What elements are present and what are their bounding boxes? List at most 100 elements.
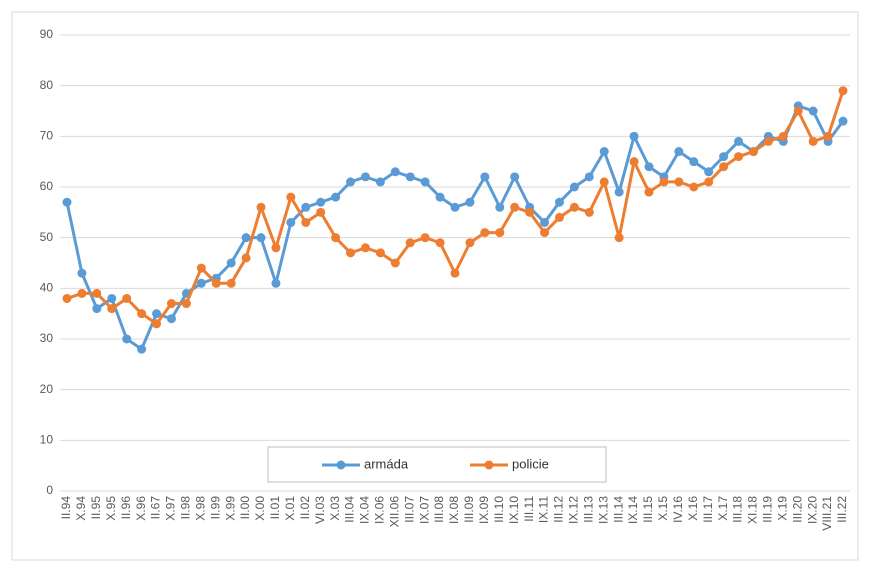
- point: [778, 131, 788, 141]
- point: [241, 253, 251, 263]
- x-tick-label: III.15: [641, 496, 655, 523]
- point: [599, 177, 609, 187]
- y-tick-label: 0: [46, 483, 53, 497]
- point: [525, 207, 535, 217]
- legend-box: [267, 446, 607, 483]
- x-tick-label: III.13: [581, 496, 595, 523]
- x-tick-label: X.99: [223, 496, 237, 521]
- legend-marker: [336, 460, 346, 470]
- x-tick-label: III.09: [462, 496, 476, 523]
- x-tick-label: X.15: [656, 496, 670, 521]
- point: [629, 157, 639, 167]
- point: [77, 268, 87, 278]
- x-tick-label: X.94: [74, 496, 88, 521]
- legend-label: armáda: [364, 456, 409, 471]
- point: [405, 172, 415, 182]
- point: [346, 177, 356, 187]
- point: [420, 233, 430, 243]
- x-tick-label: IX.10: [507, 496, 521, 524]
- y-tick-label: 30: [40, 331, 54, 345]
- point: [301, 217, 311, 227]
- y-tick-label: 70: [40, 129, 54, 143]
- x-tick-label: X.01: [283, 496, 297, 521]
- x-tick-label: IX.13: [596, 496, 610, 524]
- point: [435, 192, 445, 202]
- point: [629, 131, 639, 141]
- x-tick-label: X.16: [686, 496, 700, 521]
- point: [241, 233, 251, 243]
- point: [77, 288, 87, 298]
- point: [375, 177, 385, 187]
- x-tick-label: X.19: [775, 496, 789, 521]
- point: [808, 106, 818, 116]
- x-tick-label: IX.06: [373, 496, 387, 524]
- point: [584, 172, 594, 182]
- point: [316, 197, 326, 207]
- point: [435, 238, 445, 248]
- point: [480, 172, 490, 182]
- point: [226, 258, 236, 268]
- x-tick-label: III.11: [522, 496, 536, 522]
- point: [659, 177, 669, 187]
- x-tick-label: VI.03: [313, 496, 327, 524]
- point: [107, 304, 117, 314]
- point: [286, 217, 296, 227]
- point: [137, 309, 147, 319]
- point: [704, 167, 714, 177]
- x-tick-label: IX.04: [358, 496, 372, 524]
- x-tick-label: VIII.21: [820, 496, 834, 531]
- point: [674, 147, 684, 157]
- point: [166, 299, 176, 309]
- point: [92, 304, 102, 314]
- point: [450, 268, 460, 278]
- x-tick-label: IX.09: [477, 496, 491, 524]
- x-tick-label: IX.14: [626, 496, 640, 524]
- x-tick-label: III.19: [761, 496, 775, 523]
- point: [331, 233, 341, 243]
- point: [748, 147, 758, 157]
- point: [450, 202, 460, 212]
- x-tick-label: III.04: [343, 496, 357, 523]
- x-tick-label: II.98: [179, 496, 193, 520]
- x-tick-label: X.96: [134, 496, 148, 521]
- point: [211, 278, 221, 288]
- x-tick-label: III.10: [492, 496, 506, 523]
- point: [226, 278, 236, 288]
- x-tick-label: II.99: [208, 496, 222, 520]
- x-tick-label: IV.16: [671, 496, 685, 523]
- x-tick-label: III.17: [701, 496, 715, 523]
- x-tick-label: III.20: [790, 496, 804, 523]
- point: [734, 152, 744, 162]
- x-tick-label: III.08: [432, 496, 446, 523]
- y-tick-label: 60: [40, 179, 54, 193]
- point: [360, 243, 370, 253]
- y-tick-label: 10: [40, 433, 54, 447]
- y-tick-label: 50: [40, 230, 54, 244]
- point: [420, 177, 430, 187]
- point: [92, 288, 102, 298]
- x-tick-label: X.00: [253, 496, 267, 521]
- point: [316, 207, 326, 217]
- x-tick-label: X.03: [328, 496, 342, 521]
- point: [584, 207, 594, 217]
- y-tick-label: 90: [40, 27, 54, 41]
- point: [569, 202, 579, 212]
- y-tick-label: 20: [40, 382, 54, 396]
- x-tick-label: II.67: [149, 496, 163, 520]
- x-tick-label: IX.11: [537, 496, 551, 523]
- legend-marker: [484, 460, 494, 470]
- x-tick-label: III.18: [731, 496, 745, 523]
- point: [480, 228, 490, 238]
- x-tick-label: II.01: [268, 496, 282, 520]
- x-tick-label: II.94: [59, 496, 73, 520]
- point: [510, 172, 520, 182]
- x-tick-label: X.95: [104, 496, 118, 521]
- point: [152, 309, 162, 319]
- point: [763, 136, 773, 146]
- point: [554, 197, 564, 207]
- point: [614, 233, 624, 243]
- x-tick-label: X.97: [164, 496, 178, 521]
- point: [540, 217, 550, 227]
- point: [599, 147, 609, 157]
